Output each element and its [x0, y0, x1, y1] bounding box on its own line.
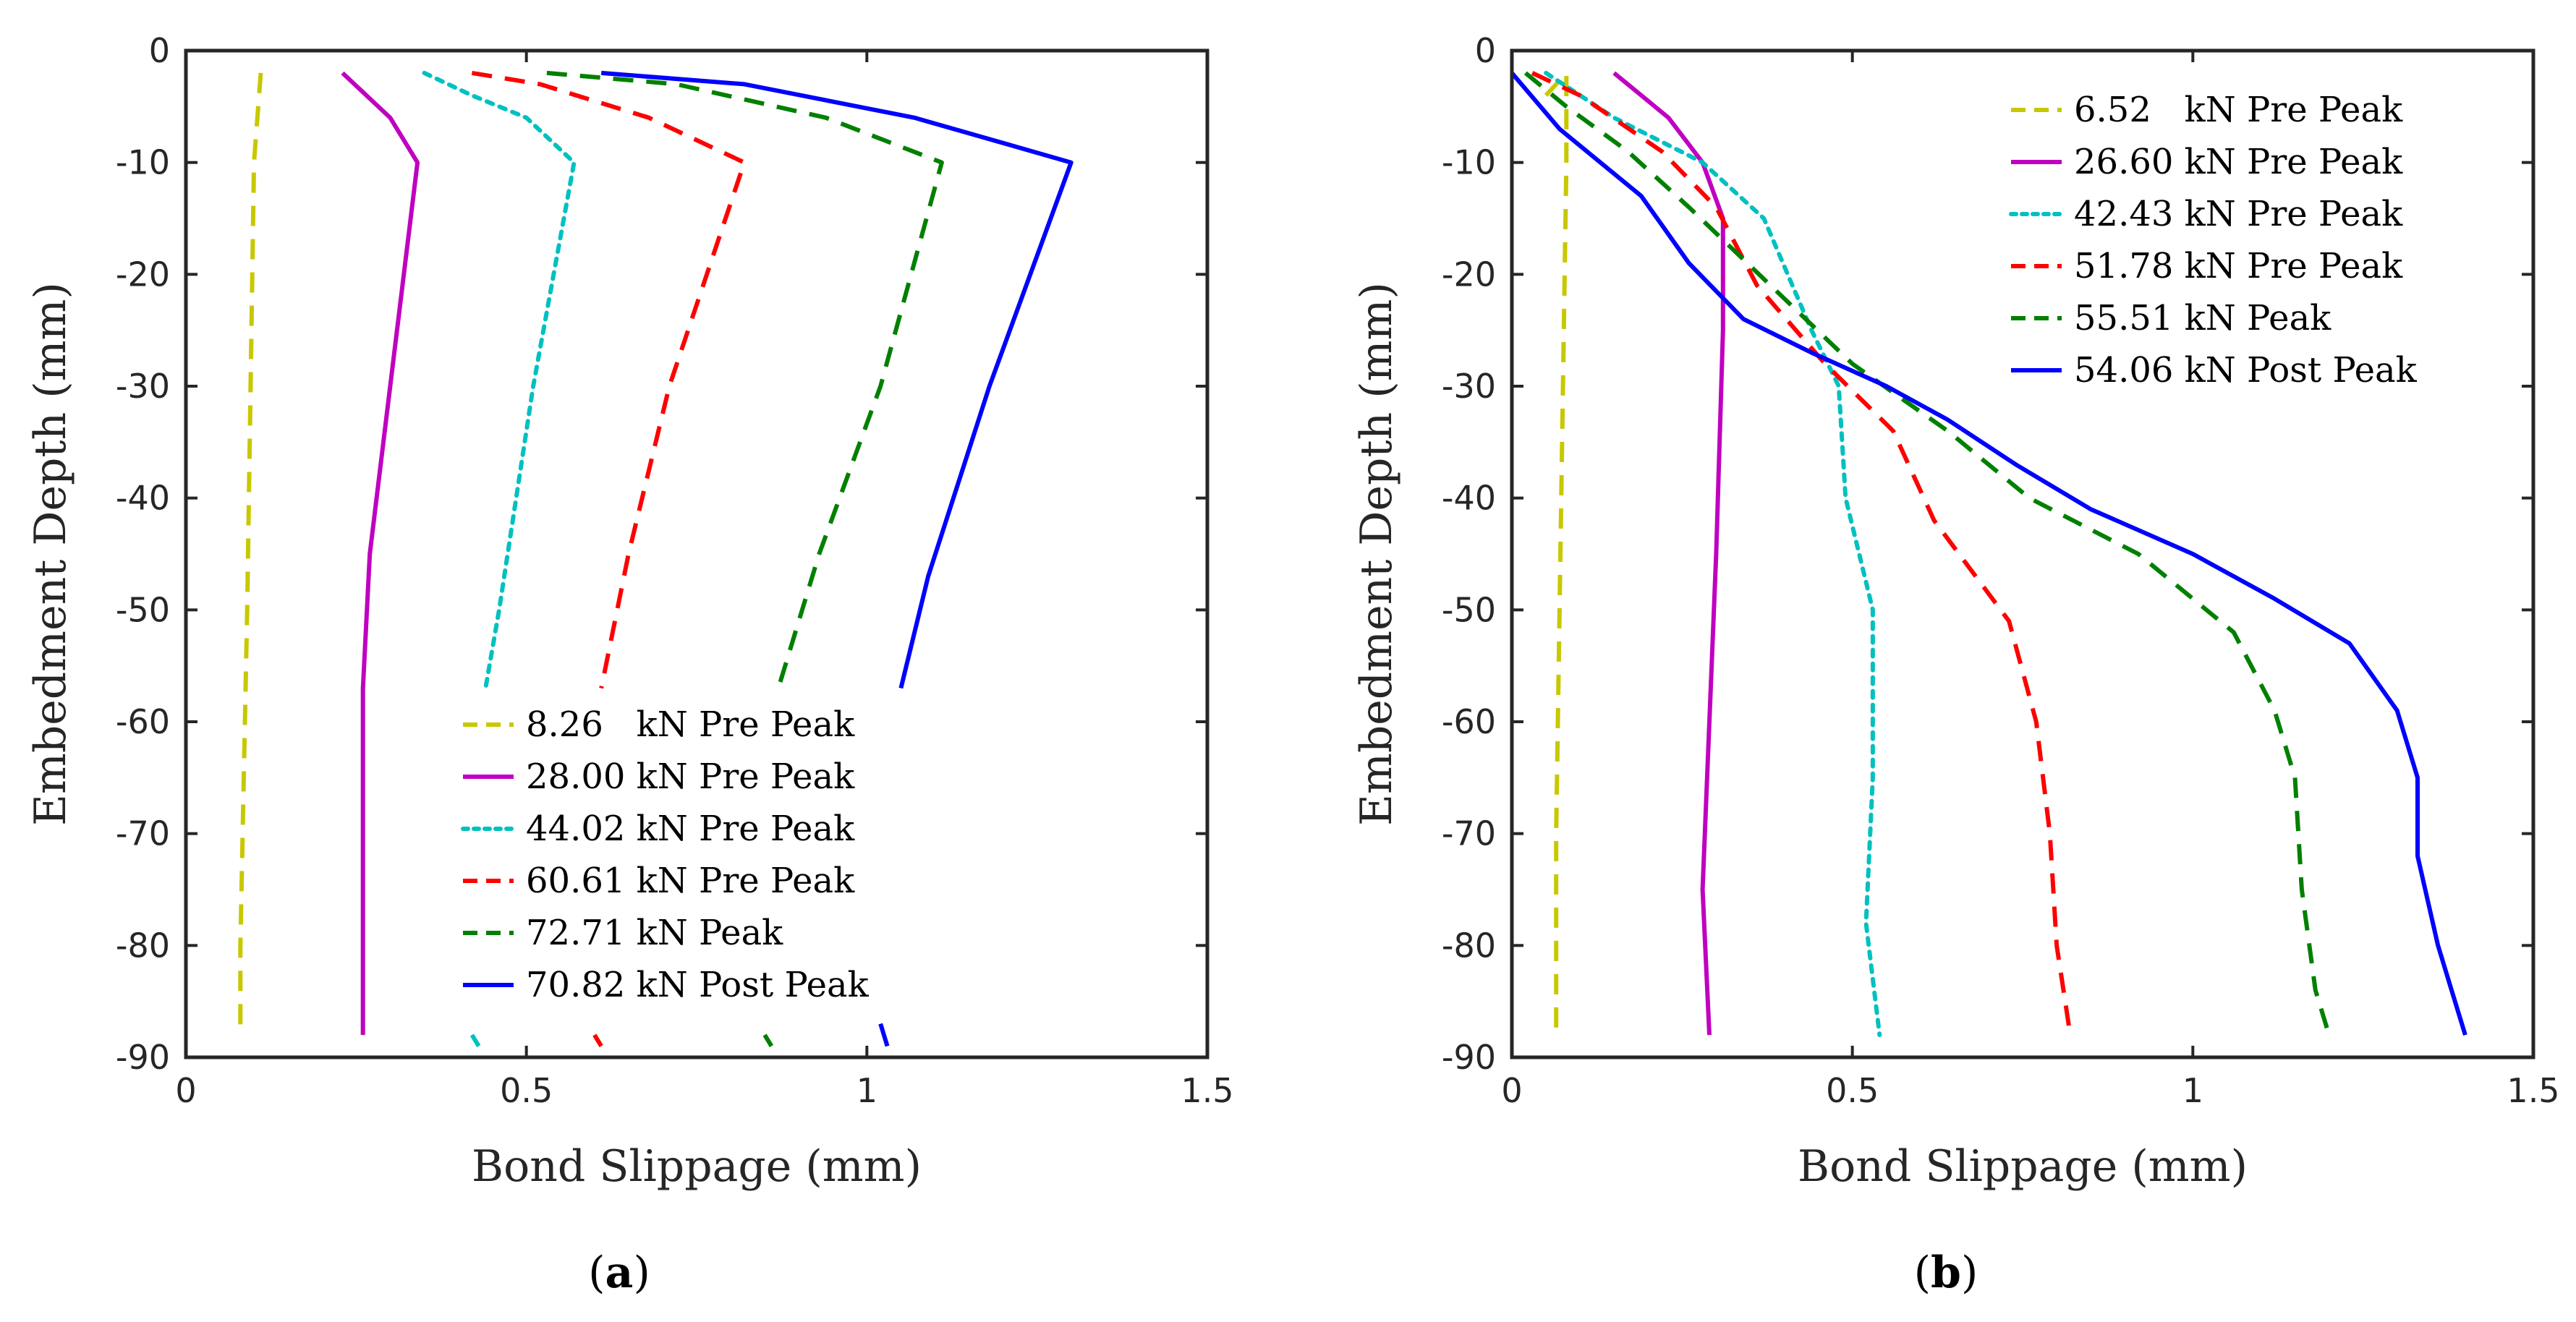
series-end-mark-a-2	[762, 1033, 774, 1048]
legend-a: 8.26 kN Pre Peak 28.00 kN Pre Peak 44.02 k…	[452, 698, 944, 1016]
y-tick-label-a: -90	[116, 1038, 170, 1077]
y-tick-label-a: -40	[116, 479, 170, 518]
x-tick-label-a: 0	[175, 1071, 196, 1110]
axes-frame-b	[1510, 48, 2535, 1059]
series-end-mark-a-3	[878, 1023, 890, 1047]
y-tick-label-b: -40	[1442, 479, 1496, 518]
series-line-a-2	[422, 70, 577, 691]
x-tick-label-b: 0.5	[1826, 1071, 1879, 1110]
series-line-b-0	[1544, 70, 1569, 1036]
legend-label-b-1: 26.60 kN Pre Peak	[2074, 142, 2403, 182]
panel-caption-letter-a: a	[605, 1248, 634, 1298]
y-tick-label-b: -20	[1442, 255, 1496, 294]
x-axis-label-b: Bond Slippage (mm)	[1798, 1141, 2248, 1192]
y-axis-label-b: Embedment Depth (mm)	[1351, 282, 1402, 826]
y-tick-label-b: -80	[1442, 926, 1496, 965]
y-tick-label-b: -10	[1442, 143, 1496, 182]
y-tick-label-a: -70	[116, 814, 170, 853]
legend-label-a-3: 60.61 kN Pre Peak	[526, 861, 855, 901]
y-axis-label-a: Embedment Depth (mm)	[25, 282, 76, 826]
legend-label-b-5: 54.06 kN Post Peak	[2074, 350, 2418, 391]
y-tick-label-b: -50	[1442, 590, 1496, 629]
y-tick-label-b: -60	[1442, 702, 1496, 741]
series-line-a-4	[546, 70, 944, 689]
y-tick-label-b: -70	[1442, 814, 1496, 853]
series-end-mark-a-1	[592, 1033, 603, 1048]
legend-label-a-1: 28.00 kN Pre Peak	[526, 756, 855, 797]
series-line-b-4	[1523, 71, 2331, 1036]
y-tick-label-a: -10	[116, 143, 170, 182]
series-line-a-3	[471, 70, 747, 689]
y-tick-label-a: -60	[116, 702, 170, 741]
series-line-a-0	[238, 72, 263, 1036]
chart-panel-b: 0 -10 -20 -30 -40 -50 -60 -70 -80 -90 0 0.5 1 1.5 Bo…	[1351, 31, 2560, 1298]
x-tick-label-a: 1	[856, 1071, 877, 1110]
axes-frame-a	[184, 48, 1210, 1059]
series-line-b-3	[1531, 71, 2073, 1036]
series-line-b-5	[1510, 71, 2467, 1036]
x-tick-label-a: 1.5	[1181, 1071, 1233, 1110]
y-tick-label-a: -30	[116, 367, 170, 406]
panel-caption-letter-b: b	[1931, 1248, 1961, 1298]
series-line-b-2	[1544, 70, 1882, 1038]
legend-label-b-0: 6.52 kN Pre Peak	[2074, 90, 2403, 130]
legend-b: 6.52 kN Pre Peak 26.60 kN Pre Peak 42.43 k…	[1997, 80, 2510, 405]
y-tick-label-a: -80	[116, 926, 170, 965]
legend-label-a-4: 72.71 kN Peak	[526, 913, 783, 953]
x-tick-label-a: 0.5	[500, 1071, 553, 1110]
panel-caption-b: (b)	[1914, 1248, 1978, 1298]
x-axis-label-a: Bond Slippage (mm)	[472, 1141, 922, 1192]
series-end-mark-a-0	[469, 1033, 481, 1048]
chart-panel-a: 0 -10 -20 -30 -40 -50 -60 -70 -80 -90 0 0.5 1 1.5 Bo…	[25, 31, 1234, 1298]
legend-label-a-0: 8.26 kN Pre Peak	[526, 704, 855, 745]
y-tick-label-b: -30	[1442, 367, 1496, 406]
legend-label-a-2: 44.02 kN Pre Peak	[526, 809, 855, 849]
panel-caption-a: (a)	[588, 1248, 650, 1298]
y-tick-label-a: 0	[149, 31, 170, 70]
series-line-a-1	[341, 71, 420, 1036]
x-tick-label-b: 1.5	[2507, 1071, 2559, 1110]
legend-label-b-2: 42.43 kN Pre Peak	[2074, 194, 2403, 234]
series-line-a-5	[600, 70, 1074, 689]
x-tick-label-b: 1	[2182, 1071, 2203, 1110]
x-tick-label-b: 0	[1501, 1071, 1522, 1110]
legend-label-b-3: 51.78 kN Pre Peak	[2074, 246, 2403, 286]
y-tick-label-b: -90	[1442, 1038, 1496, 1077]
y-tick-label-b: 0	[1475, 31, 1496, 70]
legend-label-b-4: 55.51 kN Peak	[2074, 298, 2331, 338]
legend-label-a-5: 70.82 kN Post Peak	[526, 965, 870, 1005]
y-tick-label-a: -20	[116, 255, 170, 294]
y-tick-label-a: -50	[116, 590, 170, 629]
series-line-b-1	[1612, 71, 1725, 1036]
